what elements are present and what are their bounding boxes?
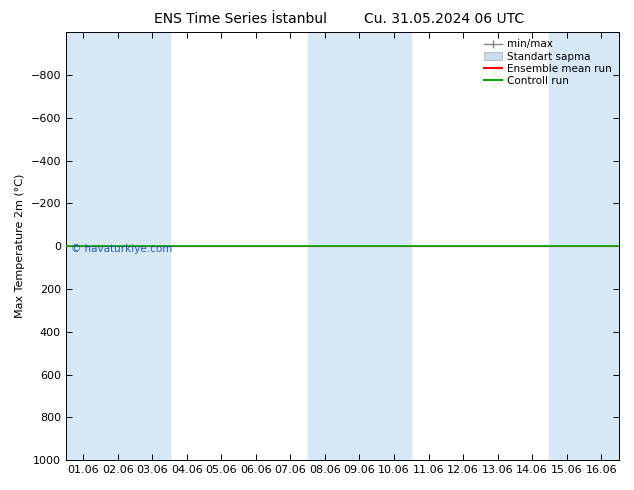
Text: ENS Time Series İstanbul: ENS Time Series İstanbul xyxy=(155,12,327,26)
Legend: min/max, Standart sapma, Ensemble mean run, Controll run: min/max, Standart sapma, Ensemble mean r… xyxy=(481,37,613,88)
Bar xyxy=(307,32,342,460)
Bar xyxy=(377,32,411,460)
Bar xyxy=(66,32,100,460)
Bar xyxy=(550,32,584,460)
Bar xyxy=(342,32,377,460)
Text: © havaturkiye.com: © havaturkiye.com xyxy=(72,244,173,254)
Bar xyxy=(100,32,135,460)
Text: Cu. 31.05.2024 06 UTC: Cu. 31.05.2024 06 UTC xyxy=(364,12,524,26)
Bar xyxy=(584,32,619,460)
Bar xyxy=(135,32,169,460)
Y-axis label: Max Temperature 2m (°C): Max Temperature 2m (°C) xyxy=(15,174,25,318)
